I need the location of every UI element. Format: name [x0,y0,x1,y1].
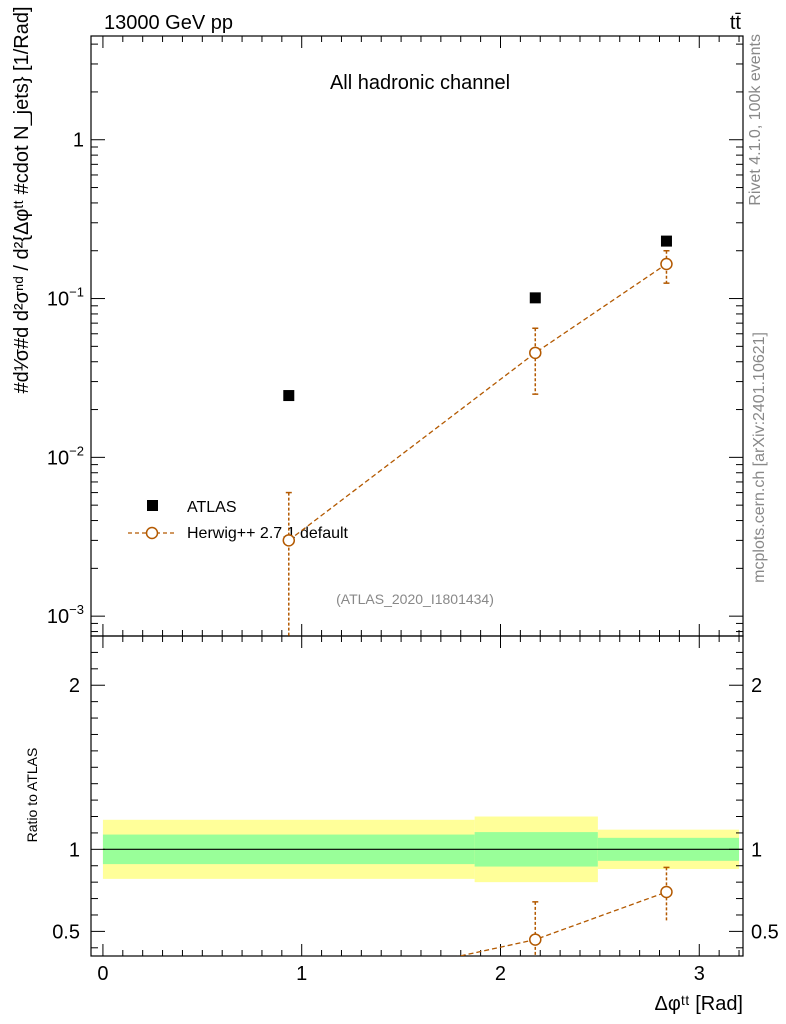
ratio-y-tick-label-right: 1 [751,839,762,861]
ratio-mc-point [660,885,673,899]
ratio-mc-line [457,891,667,956]
main-y-axis-label: #d¹⁄σ#d d²σⁿᵈ / d²{Δφᵗᵗ #cdot N_jets} [1… [11,6,33,393]
ratio-y-axis-label: Ratio to ATLAS [24,748,40,843]
legend-data-marker [147,500,158,511]
mc-point [660,257,673,271]
main-y-tick-label: 1 [73,130,84,152]
ratio-y-tick-label-left: 0.5 [52,921,80,943]
main-panel-frame [90,35,744,637]
x-tick-label-0: 0 [97,963,108,985]
main-y-tick-label: 10−1 [47,285,84,311]
ratio-y-tick-label-left: 2 [69,675,80,697]
x-tick-label-3: 3 [694,963,705,985]
energy-label: 13000 GeV pp [104,12,233,34]
rivet-label: Rivet 4.1.0, 100k events [747,34,764,206]
data-marks [282,235,673,956]
legend-mc-marker [145,526,159,540]
chart-title: All hadronic channel [330,72,510,94]
legend-mc-label: Herwig++ 2.7.1 default [187,525,349,542]
x-tick-label-1: 1 [296,963,307,985]
process-label: tt̄ [730,12,742,34]
axes: 0 1 2 3 10−3 10−2 10−1 1 0.5 0.5 1 1 2 2 [47,36,779,985]
ratio-y-tick-label-right: 2 [751,675,762,697]
x-axis-label: Δφᵗᵗ [Rad] [655,993,743,1015]
analysis-watermark: (ATLAS_2020_I1801434) [336,591,494,607]
ratio-panel-frame [90,635,744,957]
ratio-y-tick-label-right: 0.5 [751,921,779,943]
x-tick-label-2: 2 [495,963,506,985]
mc-point [282,534,296,547]
data-point [529,292,541,304]
ratio-bands [102,816,743,883]
source-label: mcplots.cern.ch [arXiv:2401.10621] [751,332,768,583]
data-point [283,390,295,402]
mc-point [529,346,542,360]
mc-series-line [288,263,667,541]
ratio-y-tick-label-left: 1 [69,839,80,861]
main-y-tick-label: 10−3 [47,602,84,628]
main-y-tick-label: 10−2 [47,443,84,469]
data-point [660,235,672,247]
legend-data-label: ATLAS [187,499,237,516]
ratio-mc-point [529,933,542,946]
